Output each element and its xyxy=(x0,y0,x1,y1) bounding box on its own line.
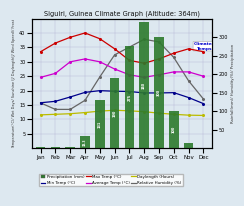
Bar xyxy=(169,111,179,148)
Title: Siguiri, Guinea Climate Graph (Altitude: 364m): Siguiri, Guinea Climate Graph (Altitude:… xyxy=(44,11,200,17)
Y-axis label: Rainfall(mm)/ Humidity(%)/ Precipitation: Rainfall(mm)/ Humidity(%)/ Precipitation xyxy=(231,44,235,123)
Text: 33.3: 33.3 xyxy=(83,138,87,146)
Text: 190: 190 xyxy=(112,109,117,117)
Text: 340: 340 xyxy=(142,82,146,89)
Bar xyxy=(51,147,60,148)
Bar xyxy=(80,136,90,148)
Bar xyxy=(184,143,193,148)
Bar xyxy=(65,147,75,148)
Bar xyxy=(36,147,45,148)
Text: 131: 131 xyxy=(98,121,102,128)
Y-axis label: Temperature(°C)/ Wet Days/ Sunshine (J/ Daylength(J/ Wind Speed(/ Frost: Temperature(°C)/ Wet Days/ Sunshine (J/ … xyxy=(12,19,16,148)
Legend: Precipitation (mm), Min Temp (°C), Max Temp (°C), Average Temp (°C), Daylength (: Precipitation (mm), Min Temp (°C), Max T… xyxy=(39,174,183,186)
Text: 275: 275 xyxy=(127,94,132,101)
Text: Climate
Temps: Climate Temps xyxy=(193,42,212,50)
Text: 100: 100 xyxy=(172,126,176,133)
Bar xyxy=(139,22,149,148)
Bar xyxy=(125,46,134,148)
Bar xyxy=(154,37,164,148)
Bar xyxy=(95,100,105,148)
Bar xyxy=(110,78,119,148)
Text: 300: 300 xyxy=(157,89,161,96)
